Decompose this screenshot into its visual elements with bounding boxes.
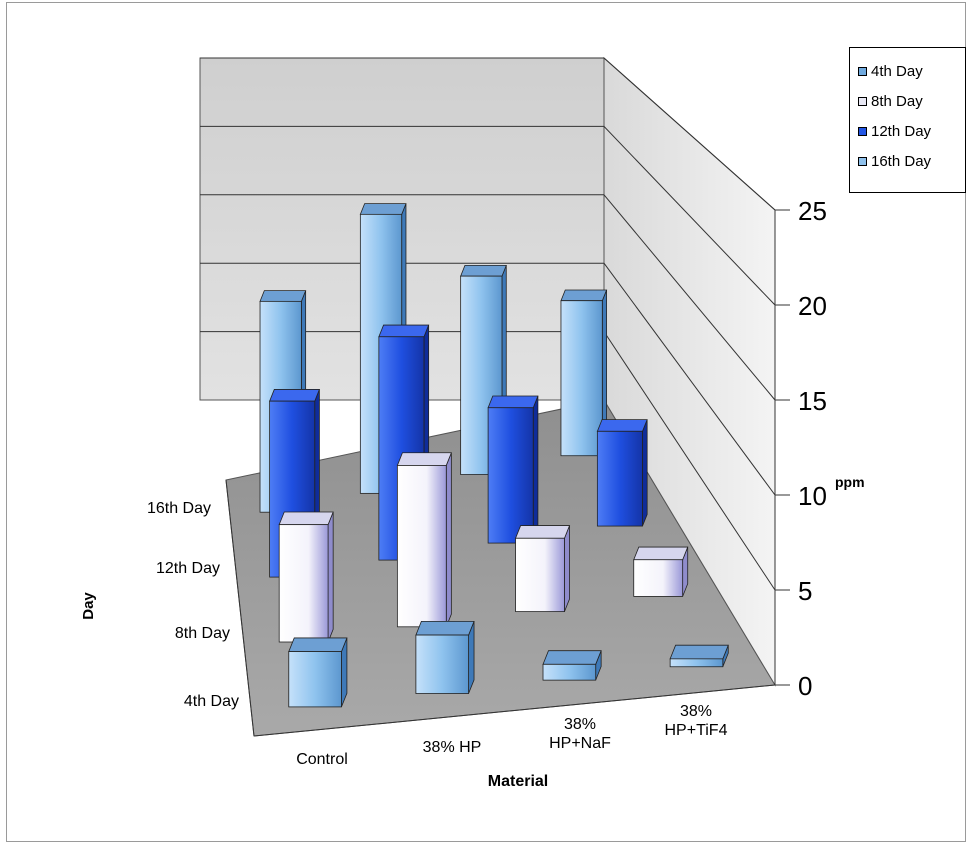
x-tick-label: 38% HP: [423, 739, 482, 756]
z-tick-label: 12th Day: [156, 560, 220, 577]
y-tick-label: 10: [798, 481, 827, 511]
legend-item: 16th Day: [858, 150, 931, 172]
y-tick-label: 20: [798, 291, 827, 321]
bar-8th-day: [633, 546, 689, 597]
z-axis-title: Day: [80, 592, 97, 620]
legend: 4th Day 8th Day 12th Day 16th Day: [849, 47, 966, 193]
bar-8th-day: [514, 525, 571, 613]
bar-12th-day: [487, 395, 539, 544]
y-tick-label: 0: [798, 671, 812, 701]
z-tick-label: 4th Day: [184, 693, 239, 710]
bar-4th-day: [542, 650, 602, 681]
legend-swatch: [858, 126, 867, 136]
bar-4th-day: [288, 637, 348, 708]
x-tick-label: Control: [296, 751, 348, 768]
y-tick-label: 25: [798, 196, 827, 226]
legend-item: 8th Day: [858, 90, 923, 112]
bar-8th-day: [278, 511, 334, 643]
z-axis: 4th Day 8th Day 12th Day 16th Day: [147, 479, 255, 737]
gridline-side: [603, 126, 776, 306]
legend-swatch: [858, 66, 867, 76]
bar-8th-day: [396, 452, 452, 628]
bar-16th-day: [560, 289, 608, 457]
y-axis-title: ppm: [835, 474, 865, 490]
x-tick-label: 38% HP+TiF4: [665, 703, 728, 739]
legend-label: 12th Day: [871, 122, 932, 140]
legend-item: 4th Day: [858, 60, 923, 82]
legend-swatch: [858, 96, 867, 106]
x-axis-title: Material: [488, 773, 548, 790]
z-tick-label: 16th Day: [147, 500, 211, 517]
x-tick-label: 38% HP+NaF: [549, 716, 611, 752]
z-axis-line: [225, 479, 255, 737]
y-tick-label: 5: [798, 576, 812, 606]
legend-swatch: [858, 156, 867, 166]
legend-label: 8th Day: [871, 92, 923, 110]
x-axis: Control 38% HP 38% HP+NaF 38% HP+TiF4: [253, 684, 776, 768]
gridline-side: [603, 331, 776, 591]
y-tick-label: 15: [798, 386, 827, 416]
gridline-side: [603, 57, 776, 211]
x-axis-line: [253, 684, 776, 737]
z-tick-label: 8th Day: [175, 625, 230, 642]
legend-item: 12th Day: [858, 120, 931, 142]
bar-4th-day: [669, 644, 729, 668]
bars: [259, 203, 729, 708]
bar-4th-day: [415, 620, 475, 694]
gridline-side: [603, 262, 776, 496]
y-axis: 0 5 10 15 20 25: [774, 196, 827, 701]
legend-label: 4th Day: [871, 62, 923, 80]
gridline-side: [603, 194, 776, 401]
legend-label: 16th Day: [871, 152, 932, 170]
bar-12th-day: [596, 419, 648, 527]
